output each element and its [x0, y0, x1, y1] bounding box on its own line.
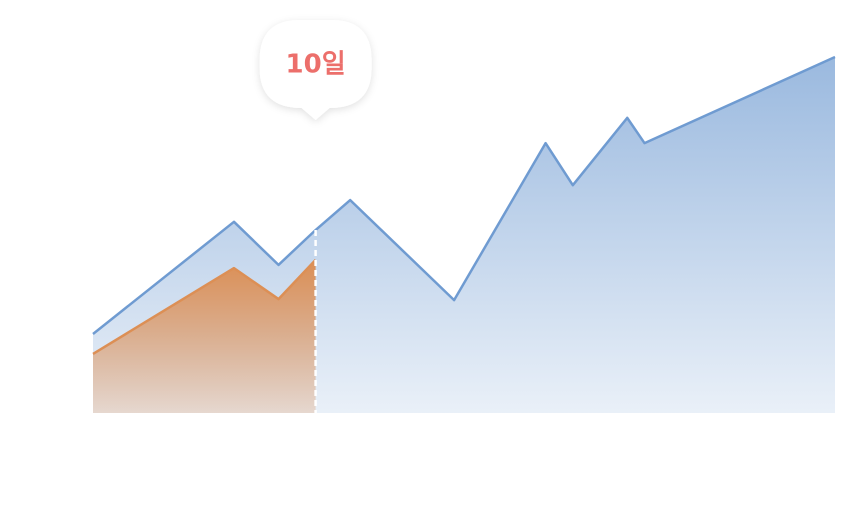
tooltip-bubble: [259, 20, 372, 120]
tooltip-label: 10일: [286, 50, 346, 80]
area-line: [92, 259, 317, 355]
tooltip: 10일: [259, 20, 372, 120]
area-line: [92, 55, 836, 335]
plot-area: [92, 55, 836, 413]
area-fill: [93, 259, 316, 413]
